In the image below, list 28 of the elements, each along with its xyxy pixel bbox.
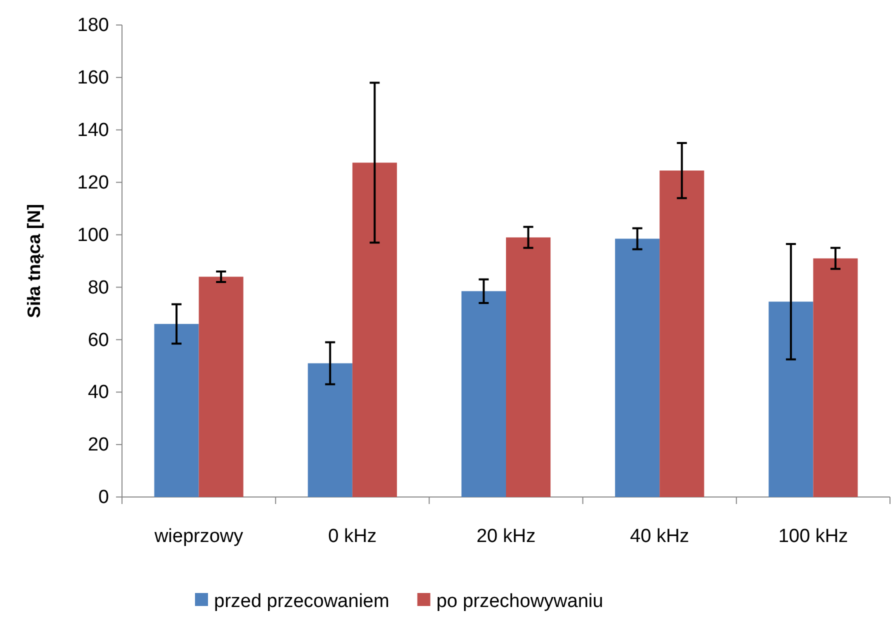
bar bbox=[461, 291, 506, 497]
legend-label: przed przecowaniem bbox=[214, 591, 390, 612]
x-tick-label: 20 kHz bbox=[476, 526, 536, 547]
y-tick-label: 0 bbox=[98, 487, 109, 508]
y-tick-label: 180 bbox=[77, 15, 109, 36]
bar bbox=[154, 324, 199, 497]
bar bbox=[660, 170, 704, 497]
y-tick-label: 120 bbox=[77, 172, 109, 194]
y-tick-label: 40 bbox=[88, 382, 109, 404]
x-tick-label: 100 kHz bbox=[778, 526, 848, 547]
bar bbox=[308, 363, 352, 497]
y-tick-label: 60 bbox=[88, 330, 109, 351]
bar bbox=[768, 302, 814, 497]
bar bbox=[198, 276, 244, 497]
bar bbox=[615, 238, 660, 497]
bar bbox=[352, 162, 397, 497]
legend-label: po przechowywaniu bbox=[436, 591, 604, 612]
y-axis-title: Siła tnąca [N] bbox=[24, 204, 44, 318]
bar bbox=[506, 237, 551, 497]
y-tick-label: 160 bbox=[77, 68, 109, 89]
x-tick-label: 0 kHz bbox=[328, 526, 377, 547]
bar bbox=[813, 258, 858, 497]
y-tick-label: 20 bbox=[88, 434, 109, 456]
y-tick-label: 80 bbox=[88, 277, 109, 298]
x-tick-label: wieprzowy bbox=[153, 526, 244, 547]
y-tick-label: 100 bbox=[77, 224, 109, 246]
x-tick-label: 40 kHz bbox=[630, 526, 690, 547]
y-tick-label: 140 bbox=[77, 120, 109, 141]
